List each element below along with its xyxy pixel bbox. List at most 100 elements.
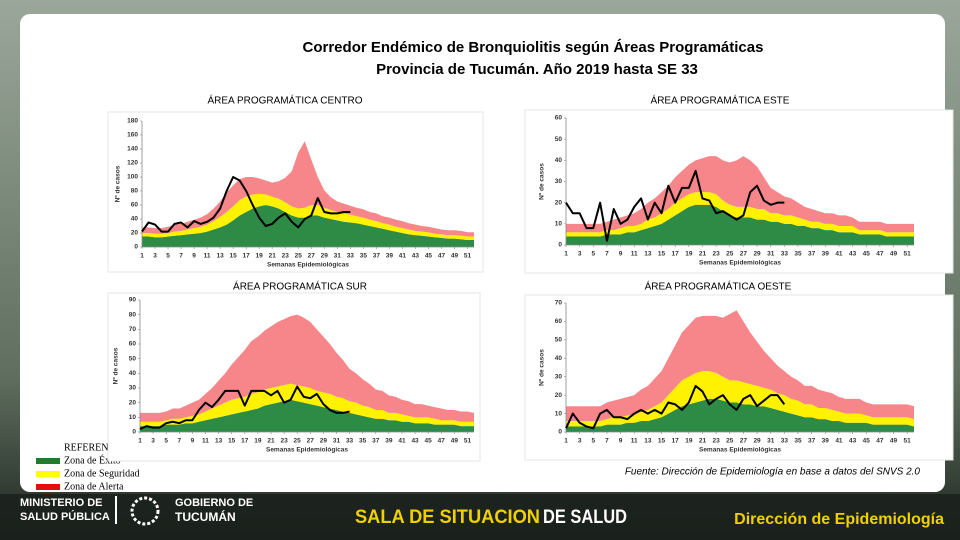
x-tick-label: 15: [658, 251, 666, 258]
y-tick-label: 0: [134, 244, 138, 251]
x-tick-label: 25: [726, 251, 734, 258]
y-tick-label: 80: [129, 311, 137, 318]
area-band: [142, 193, 474, 240]
x-tick-label: 47: [876, 438, 884, 445]
y-axis-title: Nº de casos: [115, 165, 122, 202]
area-band: [566, 204, 914, 245]
x-tick-label: 7: [605, 251, 609, 258]
x-tick-label: 33: [781, 251, 789, 258]
y-axis-title: Nº de casos: [539, 349, 546, 386]
x-tick-label: 27: [308, 253, 316, 260]
x-tick-label: 39: [386, 253, 394, 260]
x-tick-label: 9: [192, 253, 196, 260]
direction: Dirección de Epidemiología: [734, 511, 944, 528]
legend-label: Zona de Seguridad: [64, 468, 140, 479]
x-tick-label: 21: [699, 251, 707, 258]
x-tick-label: 25: [294, 438, 302, 445]
legend-swatch: [36, 458, 60, 464]
y-tick-label: 80: [131, 188, 139, 195]
y-tick-label: 30: [555, 178, 563, 185]
x-tick-label: 33: [346, 438, 354, 445]
x-tick-label: 39: [822, 251, 830, 258]
y-tick-label: 50: [129, 355, 137, 362]
x-tick-label: 13: [644, 438, 652, 445]
y-axis-title: Nº de casos: [539, 163, 546, 200]
legend-swatch: [36, 484, 60, 490]
x-tick-label: 41: [399, 253, 407, 260]
y-tick-label: 50: [555, 136, 563, 143]
cases-line: [141, 176, 351, 233]
x-tick-label: 41: [835, 251, 843, 258]
x-tick-label: 3: [578, 438, 582, 445]
y-tick-label: 60: [555, 115, 563, 122]
x-tick-label: 31: [333, 438, 341, 445]
x-tick-label: 23: [280, 438, 288, 445]
x-tick-label: 39: [822, 438, 830, 445]
x-tick-label: 3: [153, 253, 157, 260]
x-tick-label: 9: [191, 438, 195, 445]
sala-title: SALA DE SITUACION: [355, 507, 540, 528]
ministry: SALUD PÚBLICA: [20, 510, 110, 523]
x-tick-label: 5: [591, 438, 595, 445]
x-tick-label: 45: [425, 438, 433, 445]
area-band: [566, 192, 914, 237]
source: Fuente: Dirección de Epidemiología en ba…: [625, 467, 921, 478]
y-tick-label: 60: [131, 202, 139, 209]
x-axis-title: Semanas Epidemiológicas: [699, 260, 781, 267]
x-tick-label: 27: [740, 438, 748, 445]
x-tick-label: 49: [890, 251, 898, 258]
x-tick-label: 39: [385, 438, 393, 445]
x-axis-title: Semanas Epidemiológicas: [266, 447, 348, 454]
area-band: [566, 371, 914, 427]
x-tick-label: 49: [451, 438, 459, 445]
x-tick-label: 37: [808, 438, 816, 445]
x-tick-label: 31: [767, 438, 775, 445]
x-tick-label: 43: [849, 251, 857, 258]
x-tick-label: 11: [202, 438, 209, 445]
x-tick-label: 43: [849, 438, 857, 445]
x-tick-label: 35: [359, 438, 367, 445]
x-tick-label: 13: [215, 438, 223, 445]
x-tick-label: 35: [794, 438, 802, 445]
x-tick-label: 13: [217, 253, 225, 260]
x-tick-label: 17: [672, 438, 680, 445]
title: Provincia de Tucumán. Año 2019 hasta SE …: [376, 61, 698, 78]
x-tick-label: 23: [282, 253, 290, 260]
x-tick-label: 27: [740, 251, 748, 258]
x-tick-label: 1: [140, 253, 144, 260]
y-tick-label: 120: [127, 160, 138, 167]
y-tick-label: 30: [129, 385, 137, 392]
x-tick-label: 19: [254, 438, 262, 445]
x-tick-label: 11: [204, 253, 211, 260]
x-axis-title: Semanas Epidemiológicas: [267, 262, 349, 269]
x-tick-label: 29: [321, 253, 329, 260]
x-tick-label: 25: [295, 253, 303, 260]
x-tick-label: 31: [767, 251, 775, 258]
x-tick-label: 29: [753, 438, 761, 445]
x-tick-label: 1: [564, 438, 568, 445]
y-tick-label: 140: [127, 146, 138, 153]
y-tick-label: 0: [558, 242, 562, 249]
x-tick-label: 43: [411, 438, 419, 445]
x-tick-label: 19: [256, 253, 264, 260]
x-tick-label: 41: [398, 438, 406, 445]
x-tick-label: 13: [644, 251, 652, 258]
x-tick-label: 21: [267, 438, 275, 445]
references-title: REFERENCIAS: [64, 442, 131, 453]
x-tick-label: 51: [464, 253, 472, 260]
cases-line: [565, 169, 785, 242]
x-tick-label: 35: [794, 251, 802, 258]
y-tick-label: 40: [131, 216, 139, 223]
area-band: [566, 156, 914, 233]
x-tick-label: 1: [138, 438, 142, 445]
x-tick-label: 47: [438, 253, 446, 260]
x-tick-label: 31: [334, 253, 342, 260]
y-tick-label: 100: [127, 174, 138, 181]
x-tick-label: 19: [685, 251, 693, 258]
y-tick-label: 40: [129, 370, 137, 377]
x-tick-label: 7: [605, 438, 609, 445]
x-tick-label: 23: [713, 251, 721, 258]
x-tick-label: 37: [372, 438, 380, 445]
y-tick-label: 70: [129, 326, 137, 333]
